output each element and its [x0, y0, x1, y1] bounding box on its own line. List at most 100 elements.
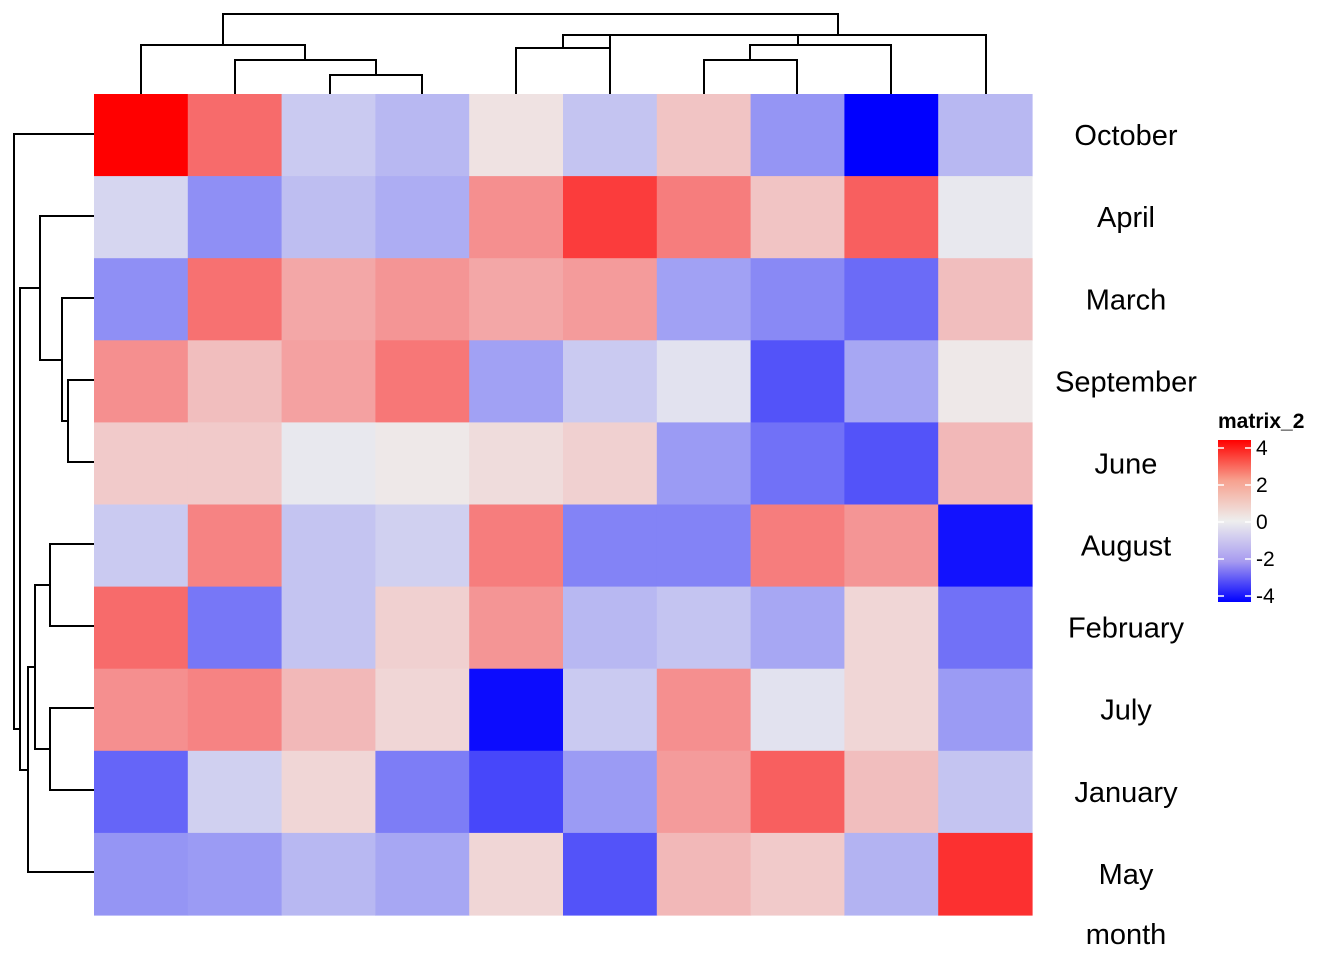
- heatmap-cell: [656, 340, 752, 423]
- heatmap-cell: [94, 668, 189, 752]
- heatmap-cell: [94, 750, 189, 834]
- heatmap-cell: [938, 832, 1033, 916]
- heatmap-cell: [750, 258, 845, 341]
- heatmap-cell: [750, 668, 845, 752]
- legend-tick-label: 4: [1256, 437, 1268, 460]
- heatmap-cell: [187, 832, 283, 916]
- heatmap-cell: [750, 750, 845, 834]
- heatmap-cell: [563, 668, 658, 752]
- heatmap-cell: [750, 832, 845, 916]
- heatmap-cell: [844, 94, 939, 177]
- heatmap-cell: [94, 832, 189, 916]
- heatmap-cell: [938, 750, 1033, 834]
- heatmap-cell: [375, 668, 470, 752]
- row-dendrogram-branches: [13, 133, 94, 873]
- heatmap-cell: [844, 668, 939, 752]
- heatmap-cell: [563, 504, 658, 588]
- heatmap-cell: [375, 832, 470, 916]
- heatmap-cell: [938, 94, 1033, 177]
- color-legend: matrix_2 4 2 0 -2 -4: [1218, 410, 1304, 608]
- heatmap-cell: [844, 422, 939, 506]
- heatmap-cell: [469, 504, 564, 588]
- heatmap-cell: [656, 668, 752, 752]
- heatmap-cell: [656, 258, 752, 341]
- heatmap-cell: [938, 422, 1033, 506]
- heatmap-cell: [469, 258, 564, 341]
- heatmap-cell: [94, 340, 189, 423]
- heatmap-cell: [94, 258, 189, 341]
- heatmap-cell: [563, 750, 658, 834]
- heatmap-cell: [281, 832, 376, 916]
- row-label: August: [1081, 531, 1171, 563]
- row-label: September: [1055, 366, 1197, 398]
- heatmap-cell: [844, 504, 939, 588]
- heatmap-cell: [750, 340, 845, 423]
- row-dendrogram: [13, 133, 94, 873]
- heatmap-cell: [656, 422, 752, 506]
- heatmap-cell: [563, 586, 658, 670]
- heatmap-cell: [375, 750, 470, 834]
- heatmap-cell: [938, 340, 1033, 423]
- heatmap-cell: [844, 586, 939, 670]
- row-axis-title: month: [1086, 919, 1167, 951]
- legend-ticks: 4 2 0 -2 -4: [1218, 437, 1275, 608]
- heatmap-cell: [844, 340, 939, 423]
- heatmap-cell: [469, 422, 564, 506]
- heatmap-cell: [469, 340, 564, 423]
- heatmap-cell: [281, 258, 376, 341]
- legend-tick-label: 2: [1256, 474, 1268, 497]
- heatmap-cell: [187, 340, 283, 423]
- heatmap-cell: [375, 504, 470, 588]
- heatmap-cell: [844, 176, 939, 259]
- row-label: April: [1097, 202, 1155, 234]
- heatmap-cell: [469, 586, 564, 670]
- heatmap-cell: [938, 504, 1033, 588]
- row-label: February: [1068, 613, 1185, 645]
- heatmap-cell: [94, 94, 189, 177]
- legend-tick-label: 0: [1256, 511, 1268, 534]
- row-label: January: [1074, 777, 1178, 809]
- heatmap-cell: [656, 176, 752, 259]
- heatmap-cell: [375, 176, 470, 259]
- heatmap-cell: [281, 94, 376, 177]
- heatmap-cell: [938, 176, 1033, 259]
- heatmap-cell: [281, 340, 376, 423]
- row-label: October: [1074, 120, 1177, 152]
- heatmap-cell: [656, 504, 752, 588]
- heatmap-cell: [563, 176, 658, 259]
- row-label: July: [1100, 695, 1152, 727]
- heatmap-cell: [187, 586, 283, 670]
- heatmap-cell: [750, 586, 845, 670]
- heatmap-cell: [656, 750, 752, 834]
- heatmap-cell: [469, 176, 564, 259]
- heatmap-cell: [187, 750, 283, 834]
- heatmap-cell: [563, 832, 658, 916]
- heatmap-cell: [187, 176, 283, 259]
- heatmap-cell: [281, 668, 376, 752]
- heatmap-cell: [750, 176, 845, 259]
- heatmap-cell: [187, 668, 283, 752]
- heatmap-cell: [94, 176, 189, 259]
- heatmap-cell: [281, 422, 376, 506]
- heatmap-cell: [94, 586, 189, 670]
- heatmap-cell: [656, 832, 752, 916]
- legend-title: matrix_2: [1218, 410, 1304, 433]
- heatmap-cell: [187, 94, 283, 177]
- row-label: May: [1099, 859, 1154, 891]
- column-dendrogram: [140, 13, 987, 94]
- row-labels: October April March September June August Febr…: [1055, 120, 1197, 891]
- heatmap-cell: [94, 504, 189, 588]
- heatmap-cell: [187, 422, 283, 506]
- legend-tick-label: -2: [1256, 548, 1275, 571]
- heatmap-cell: [375, 94, 470, 177]
- heatmap-cell: [656, 94, 752, 177]
- heatmap-cell: [94, 422, 189, 506]
- heatmap-cell: [656, 586, 752, 670]
- legend-tick-label: -4: [1256, 585, 1275, 608]
- heatmap-cell: [563, 422, 658, 506]
- heatmap-cell: [844, 750, 939, 834]
- heatmap-cell: [750, 422, 845, 506]
- heatmap-cell: [375, 340, 470, 423]
- heatmap-cell: [375, 258, 470, 341]
- heatmap-cell: [187, 258, 283, 341]
